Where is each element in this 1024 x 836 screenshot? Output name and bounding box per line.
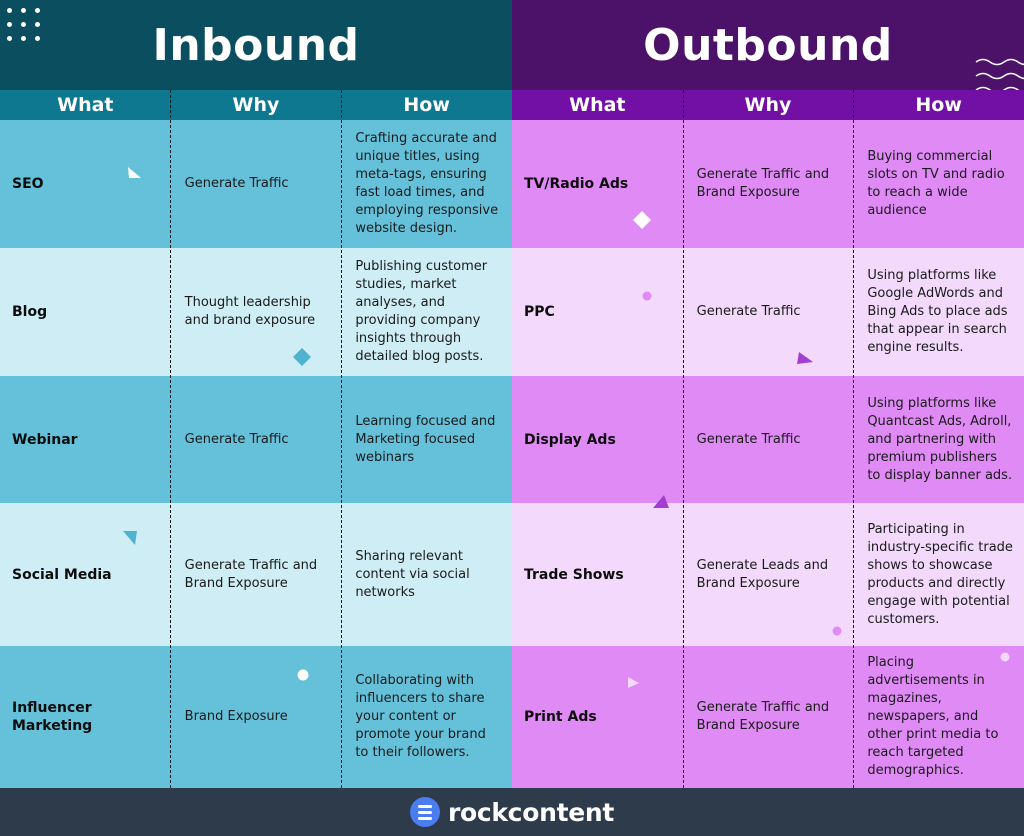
footer: rockcontent [0, 788, 1024, 836]
what-cell: PPC [524, 304, 555, 320]
circle-decoration-icon [1000, 652, 1010, 662]
how-cell: Buying commercial slots on TV and radio … [867, 149, 1005, 218]
outbound-title: Outbound [643, 19, 893, 71]
inbound-rows: SEO Generate Traffic Crafting accurate a… [0, 120, 512, 788]
column-header-what: What [57, 94, 114, 116]
triangle-decoration-icon [628, 677, 639, 688]
what-cell: Display Ads [524, 431, 616, 448]
why-cell: Generate Traffic [184, 431, 289, 447]
table-row: Display Ads Generate Traffic Using platf… [512, 376, 1024, 503]
column-header-how: How [403, 94, 450, 116]
triangle-decoration-icon [123, 531, 137, 545]
column-header-why: Why [232, 94, 280, 116]
table-row: Influencer Marketing Brand Exposure Coll… [0, 646, 512, 788]
what-cell: Influencer Marketing [12, 700, 93, 734]
table-row: Webinar Generate Traffic Learning focuse… [0, 376, 512, 503]
rockcontent-logo-icon [409, 797, 440, 827]
why-cell: Generate Traffic [696, 431, 801, 447]
table-row: PPC Generate Traffic Using platforms lik… [512, 248, 1024, 376]
what-cell: TV/Radio Ads [524, 176, 629, 192]
why-cell: Brand Exposure [184, 709, 288, 724]
what-cell: Trade Shows [524, 566, 624, 583]
table-row: Trade Shows Generate Leads and Brand Exp… [512, 503, 1024, 646]
what-cell: Print Ads [524, 709, 597, 725]
table-row: Print Ads Generate Traffic and Brand Exp… [512, 646, 1024, 788]
column-divider [170, 90, 171, 788]
column-header-why: Why [744, 94, 792, 116]
diamond-decoration-icon [293, 348, 311, 366]
what-cell: Webinar [12, 431, 78, 448]
circle-decoration-icon [832, 626, 842, 636]
outbound-rows: TV/Radio Ads Generate Traffic and Brand … [512, 120, 1024, 788]
column-header-how: How [915, 94, 962, 116]
why-cell: Generate Leads and Brand Exposure [696, 557, 829, 591]
what-cell: SEO [12, 176, 44, 192]
why-cell: Generate Traffic and Brand Exposure [184, 557, 318, 591]
how-cell: Collaborating with influencers to share … [355, 673, 486, 760]
table-row: TV/Radio Ads Generate Traffic and Brand … [512, 120, 1024, 248]
what-cell: Blog [12, 304, 48, 320]
diamond-decoration-icon [633, 211, 651, 229]
dots-decoration [7, 8, 47, 48]
triangle-decoration-icon [653, 495, 669, 508]
outbound-title-band: Outbound [512, 0, 1024, 94]
column-divider [853, 90, 854, 788]
column-header-what: What [569, 94, 626, 116]
outbound-column-headers: What Why How [512, 90, 1024, 120]
how-cell: Sharing relevant content via social netw… [355, 548, 470, 600]
why-cell: Generate Traffic [184, 176, 289, 191]
how-cell: Crafting accurate and unique titles, usi… [355, 131, 499, 236]
column-divider [683, 90, 684, 788]
triangle-decoration-icon [797, 352, 813, 364]
inbound-title-band: Inbound [0, 0, 512, 90]
table-row: Blog Thought leadership and brand exposu… [0, 248, 512, 376]
column-divider [341, 90, 342, 788]
why-cell: Thought leadership and brand exposure [184, 295, 316, 328]
inbound-column-headers: What Why How [0, 90, 512, 120]
how-cell: Learning focused and Marketing focused w… [355, 413, 496, 465]
triangle-decoration-icon [128, 167, 141, 178]
how-cell: Using platforms like Google AdWords and … [867, 268, 1008, 355]
how-cell: Placing advertisements in magazines, new… [867, 655, 999, 778]
circle-decoration-icon [642, 291, 652, 301]
inbound-title: Inbound [152, 19, 360, 71]
how-cell: Participating in industry-specific trade… [867, 521, 1013, 627]
how-cell: Publishing customer studies, market anal… [355, 259, 488, 364]
why-cell: Generate Traffic and Brand Exposure [696, 700, 830, 733]
why-cell: Generate Traffic [696, 304, 801, 319]
what-cell: Social Media [12, 566, 112, 583]
how-cell: Using platforms like Quantcast Ads, Adro… [867, 395, 1013, 483]
table-row: SEO Generate Traffic Crafting accurate a… [0, 120, 512, 248]
brand-name: rockcontent [447, 797, 615, 827]
inbound-panel: Inbound What Why How SEO Generate Traffi… [0, 0, 512, 788]
why-cell: Generate Traffic and Brand Exposure [696, 167, 830, 200]
circle-decoration-icon [297, 669, 309, 681]
table-row: Social Media Generate Traffic and Brand … [0, 503, 512, 646]
outbound-panel: Outbound What Why How TV/Radio Ads Gener… [512, 0, 1024, 788]
